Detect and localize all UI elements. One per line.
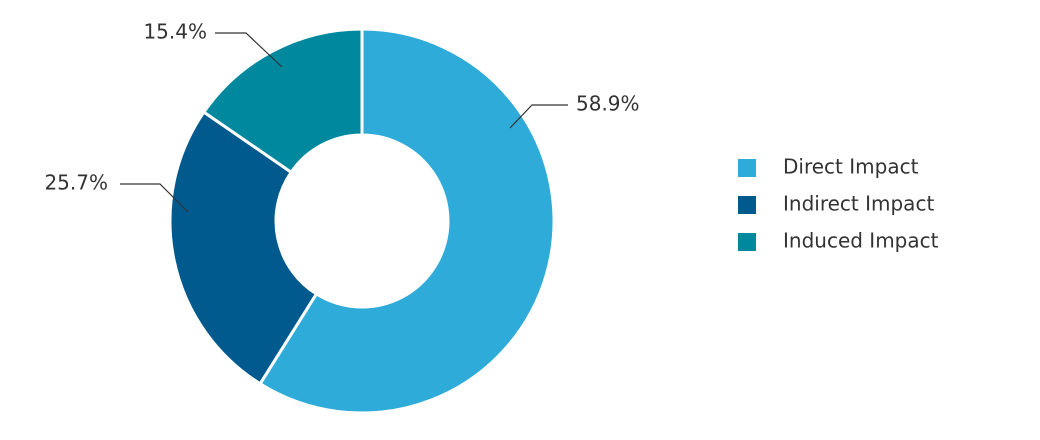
leader-line — [509, 104, 568, 129]
donut-slice — [201, 27, 364, 175]
legend-label: Direct Impact — [783, 155, 919, 179]
leader-line — [120, 183, 189, 213]
donut-slice — [168, 109, 319, 386]
data-label: 15.4% — [143, 20, 207, 44]
legend-swatch — [738, 196, 756, 214]
data-label: 58.9% — [576, 92, 640, 116]
legend-swatch — [738, 159, 756, 177]
donut-slice — [258, 27, 556, 415]
legend-swatch — [738, 233, 756, 251]
leader-line — [215, 32, 283, 68]
legend-label: Indirect Impact — [783, 192, 934, 216]
legend-label: Induced Impact — [783, 229, 939, 253]
data-label: 25.7% — [44, 171, 108, 195]
